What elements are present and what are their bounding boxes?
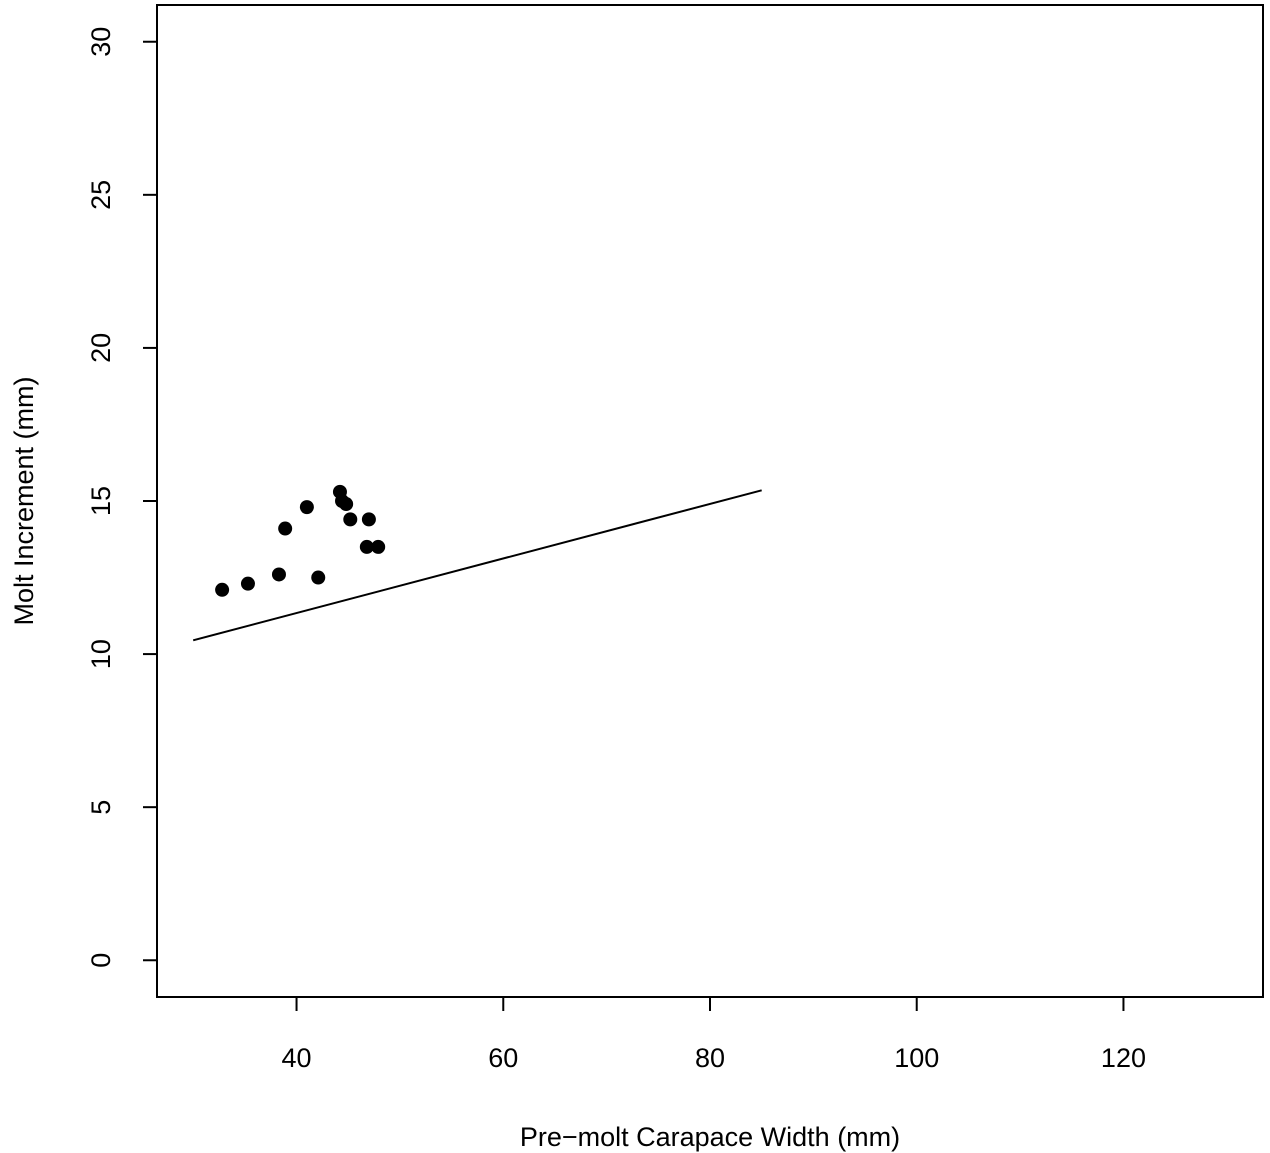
y-tick-label-5: 5: [86, 800, 116, 815]
fit-line: [192, 489, 762, 642]
data-point: [299, 500, 314, 515]
data-point: [271, 567, 286, 582]
y-axis: 0 5 10 15 20 25 30: [86, 27, 157, 968]
x-tick-label-60: 60: [488, 1043, 518, 1073]
points-layer: [215, 484, 386, 597]
x-tick-label-40: 40: [282, 1043, 312, 1073]
data-point: [311, 570, 326, 585]
x-tick-label-100: 100: [894, 1043, 939, 1073]
y-axis-title: Molt Increment (mm): [9, 376, 39, 625]
y-tick-label-20: 20: [86, 333, 116, 363]
data-point: [359, 539, 374, 554]
y-tick-label-25: 25: [86, 180, 116, 210]
y-tick-label-10: 10: [86, 639, 116, 669]
y-tick-label-0: 0: [86, 953, 116, 968]
x-tick-label-120: 120: [1101, 1043, 1146, 1073]
y-tick-label-30: 30: [86, 27, 116, 57]
data-point: [343, 512, 358, 527]
data-point: [215, 582, 230, 597]
data-point: [240, 576, 255, 591]
x-axis: 40 60 80 100 120: [282, 997, 1146, 1073]
x-tick-label-80: 80: [695, 1043, 725, 1073]
plot-area-frame: [156, 4, 1264, 998]
data-point: [339, 497, 354, 512]
x-axis-title: Pre−molt Carapace Width (mm): [520, 1122, 900, 1152]
data-point: [278, 521, 293, 536]
y-tick-label-15: 15: [86, 486, 116, 516]
data-point: [361, 512, 376, 527]
data-point: [371, 539, 386, 554]
fit-line-layer: [192, 489, 762, 642]
